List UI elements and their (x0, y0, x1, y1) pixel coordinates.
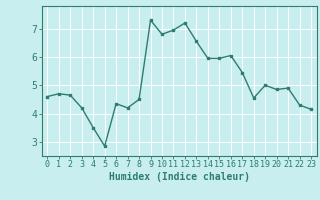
X-axis label: Humidex (Indice chaleur): Humidex (Indice chaleur) (109, 172, 250, 182)
